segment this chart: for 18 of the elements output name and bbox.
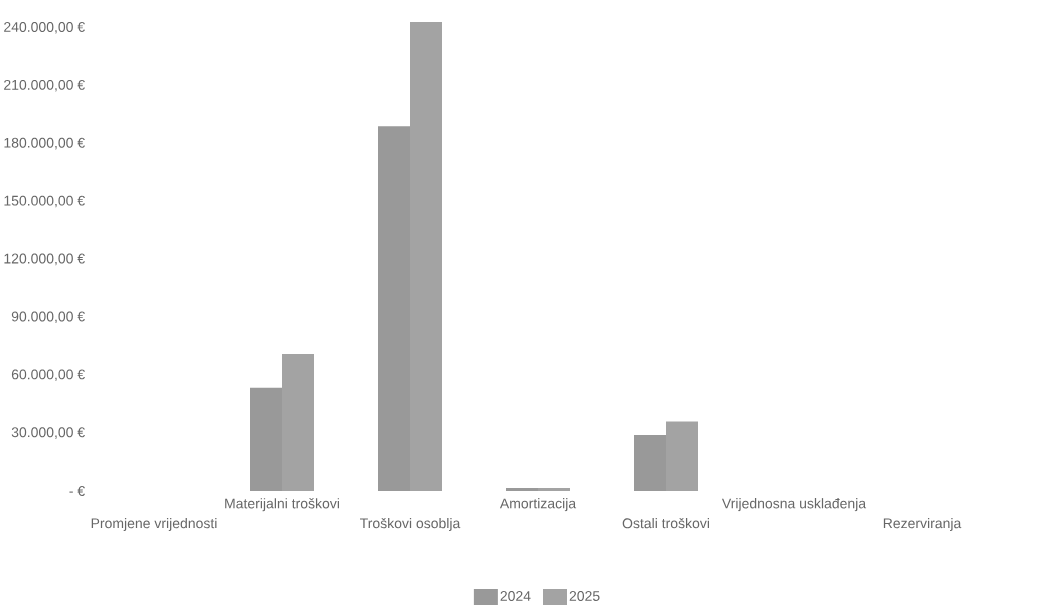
legend-label: 2024 (500, 591, 531, 601)
y-tick-label: - € (69, 486, 85, 496)
x-tick-label: Amortizacija (499, 498, 577, 512)
x-tick-label: Ostali troškovi (622, 517, 709, 529)
y-tick-label: 150.000,00 € (4, 195, 85, 208)
y-tick-label: 120.000,00 € (4, 253, 85, 266)
y-tick-label: 30.000,00 € (11, 427, 85, 439)
y-tick-label: 60.000,00 € (11, 369, 85, 381)
x-tick-label: Vrijednosna usklađenja (721, 498, 867, 512)
x-tick-label: Troškovi osoblja (360, 517, 461, 532)
y-tick-label: 180.000,00 € (4, 137, 85, 150)
legend-label: 2025 (569, 591, 600, 601)
y-tick-label: 240.000,00 € (4, 22, 85, 34)
y-tick-label: 210.000,00 € (4, 79, 85, 92)
x-tick-label: Materijalni troškovi (225, 498, 339, 512)
y-tick-label: 90.000,00 € (11, 311, 85, 324)
x-tick-label: Rezerviranja (883, 517, 962, 532)
x-tick-label: Promjene vrijednosti (91, 517, 217, 532)
